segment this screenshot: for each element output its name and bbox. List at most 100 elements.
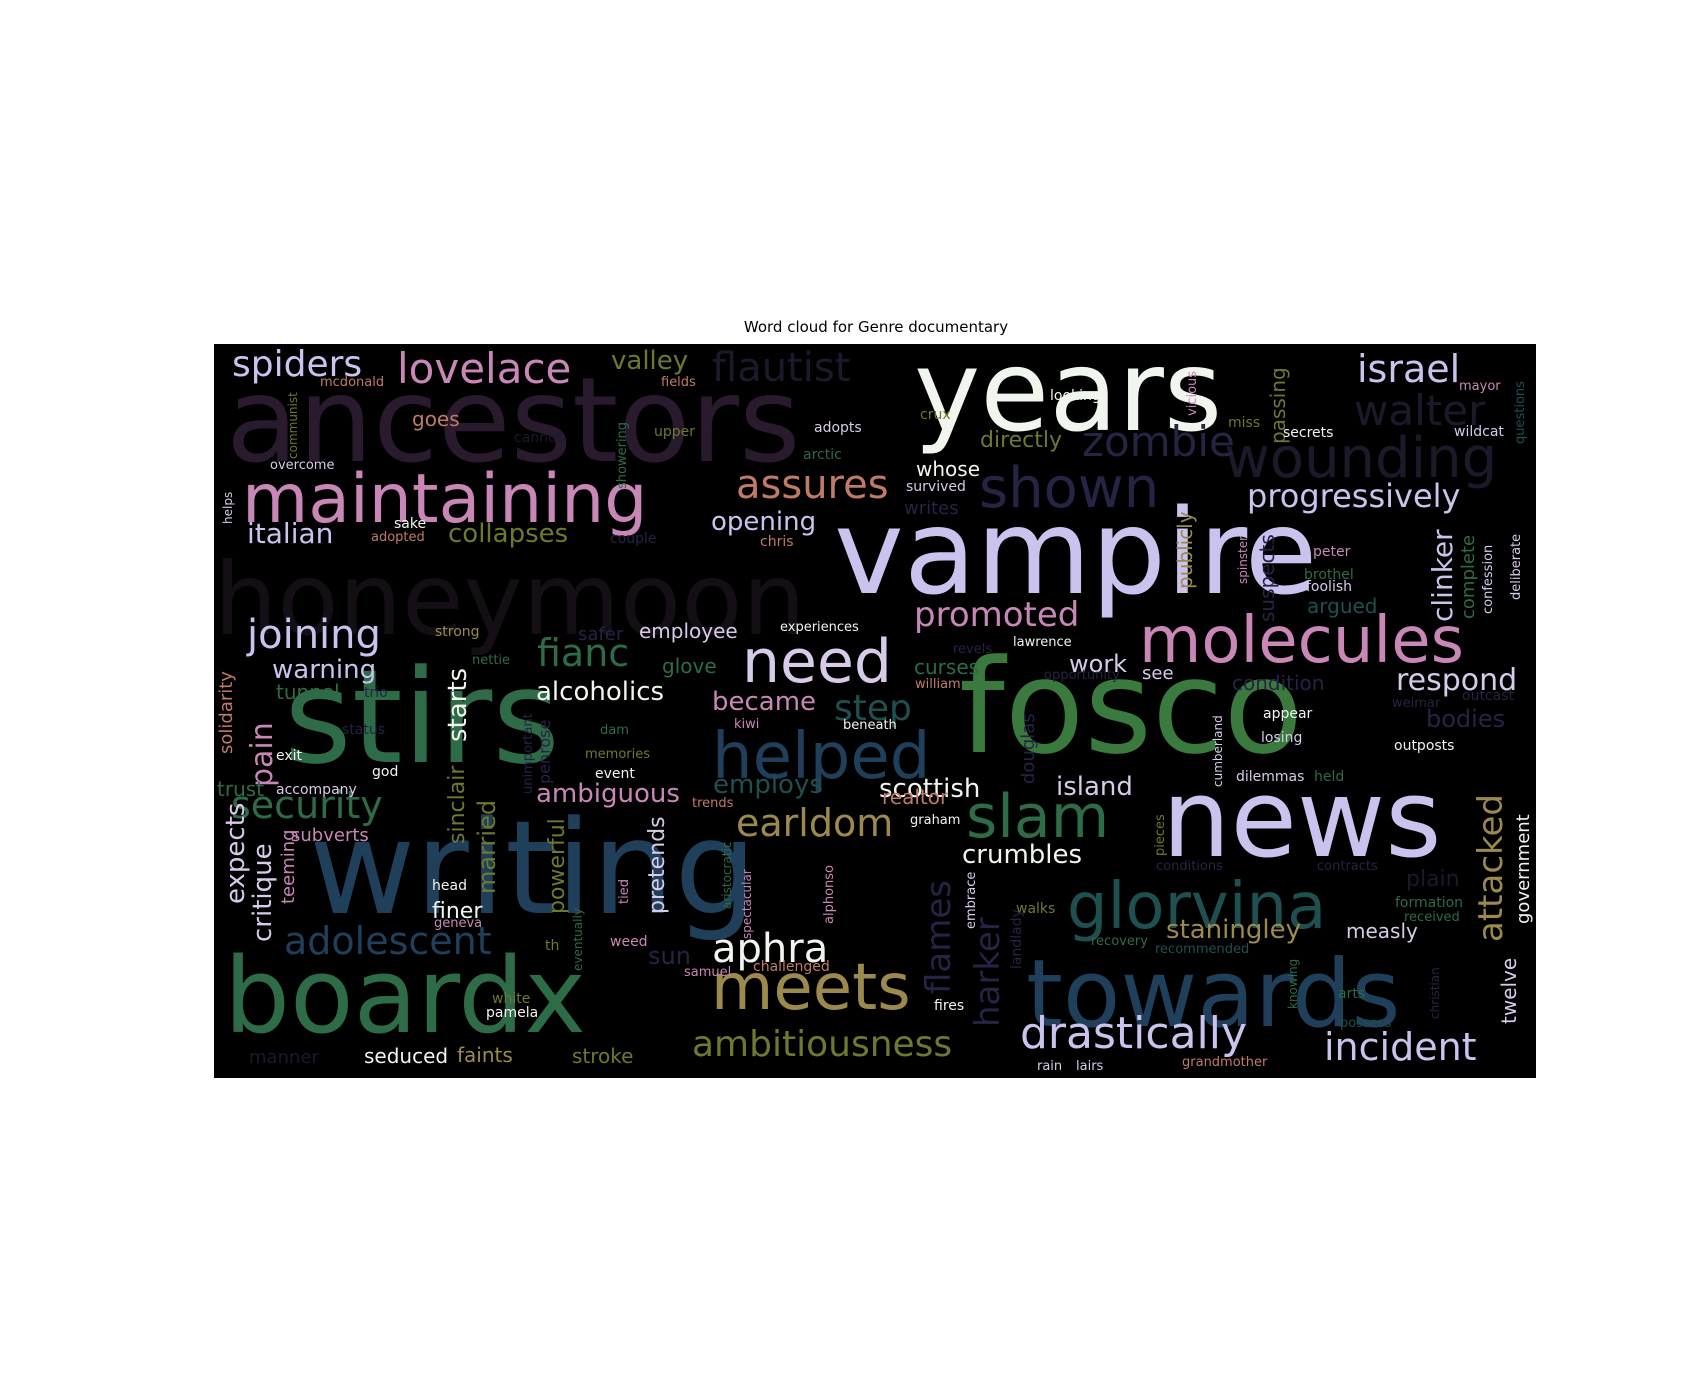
word-formation: formation bbox=[1395, 895, 1463, 911]
word-curses: curses bbox=[914, 655, 979, 679]
word-flautist: flautist bbox=[712, 345, 850, 391]
word-rain: rain bbox=[1037, 1059, 1062, 1074]
word-suspects: suspects bbox=[1255, 534, 1279, 622]
word-possess: possess bbox=[1340, 1016, 1392, 1031]
word-see: see bbox=[1142, 663, 1174, 684]
word-twelve: twelve bbox=[1497, 958, 1521, 1024]
word-plain: plain bbox=[1406, 867, 1460, 892]
word-wildcat: wildcat bbox=[1454, 424, 1504, 440]
word-directly: directly bbox=[980, 428, 1062, 453]
word-aphra: aphra bbox=[712, 926, 828, 972]
word-solidarity: solidarity bbox=[216, 671, 237, 754]
word-contracts: contracts bbox=[1317, 859, 1378, 874]
word-safer: safer bbox=[578, 624, 624, 645]
word-assures: assures bbox=[736, 462, 889, 508]
word-teeming: teeming bbox=[278, 829, 299, 904]
word-collapses: collapses bbox=[448, 519, 568, 549]
word-secrets: secrets bbox=[1283, 425, 1333, 441]
word-communist: communist bbox=[286, 392, 300, 459]
word-status: status bbox=[342, 722, 385, 738]
word-faints: faints bbox=[457, 1043, 513, 1067]
word-walks: walks bbox=[1016, 901, 1055, 917]
word-warning: warning bbox=[272, 655, 376, 685]
word-towards: towards bbox=[1026, 940, 1401, 1049]
word-molecules: molecules bbox=[1139, 604, 1464, 678]
word-argued: argued bbox=[1307, 594, 1378, 618]
word-miss: miss bbox=[1228, 415, 1260, 431]
word-tunnel: tunnel bbox=[276, 680, 340, 704]
word-aristocratic: aristocratic bbox=[720, 842, 734, 909]
word-weed: weed bbox=[610, 934, 648, 950]
word-received: received bbox=[1404, 910, 1460, 925]
word-overcome: overcome bbox=[270, 458, 334, 473]
word-lairs: lairs bbox=[1076, 1059, 1104, 1074]
word-grandmother: grandmother bbox=[1182, 1055, 1268, 1070]
word-wounding: wounding bbox=[1224, 426, 1497, 491]
word-challenged: challenged bbox=[753, 959, 830, 975]
word-helped: helped bbox=[712, 720, 930, 794]
word-peter: peter bbox=[1313, 544, 1351, 560]
word-alphonso: alphonso bbox=[822, 865, 837, 924]
word-complete: complete bbox=[1458, 535, 1479, 619]
word-adopts: adopts bbox=[814, 420, 862, 436]
word-tied: tied bbox=[617, 879, 632, 904]
word-fosco: fosco bbox=[959, 631, 1303, 783]
word-arts: arts bbox=[1338, 986, 1365, 1002]
word-nettie: nettie bbox=[472, 653, 510, 668]
word-spectacular: spectacular bbox=[740, 869, 754, 939]
word-earldom: earldom bbox=[736, 801, 893, 845]
word-th: th bbox=[545, 938, 559, 954]
word-christian: christian bbox=[1428, 967, 1442, 1019]
word-recovery: recovery bbox=[1091, 934, 1148, 949]
word-realtor: realtor bbox=[882, 785, 949, 809]
word-zombie: zombie bbox=[1082, 417, 1235, 466]
word-samuel: samuel bbox=[684, 965, 731, 980]
word-step: step bbox=[834, 688, 912, 729]
word-glorvina: glorvina bbox=[1067, 870, 1326, 944]
word-douglas: douglas bbox=[1018, 713, 1039, 784]
word-walter: walter bbox=[1354, 386, 1486, 435]
word-passing: passing bbox=[1266, 367, 1290, 444]
word-chris: chris bbox=[760, 534, 794, 550]
word-work: work bbox=[1069, 650, 1127, 678]
word-arctic: arctic bbox=[803, 447, 842, 463]
word-condition: condition bbox=[1232, 671, 1324, 695]
word-trio: trio bbox=[364, 685, 388, 701]
word-glove: glove bbox=[662, 654, 717, 678]
word-shown: shown bbox=[979, 456, 1159, 521]
word-subverts: subverts bbox=[291, 825, 369, 846]
word-experiences: experiences bbox=[780, 620, 859, 635]
word-white: white bbox=[492, 991, 530, 1007]
word-fields: fields bbox=[661, 375, 696, 390]
word-adolescent: adolescent bbox=[284, 919, 492, 963]
word-adopted: adopted bbox=[371, 530, 425, 545]
word-penrose: penrose bbox=[535, 720, 554, 784]
word-sinclair: sinclair bbox=[445, 765, 470, 844]
word-flames: flames bbox=[919, 880, 959, 994]
word-memories: memories bbox=[585, 747, 650, 762]
word-crux: crux bbox=[920, 407, 951, 423]
word-manner: manner bbox=[249, 1047, 319, 1068]
word-honeymoon: honeymoon bbox=[214, 541, 806, 658]
word-maintaining: maintaining bbox=[242, 460, 647, 539]
word-employs: employs bbox=[713, 770, 823, 800]
word-appear: appear bbox=[1263, 706, 1313, 722]
word-god: god bbox=[372, 764, 398, 780]
word-couple: couple bbox=[610, 531, 657, 547]
word-outposts: outposts bbox=[1394, 738, 1454, 754]
word-publicly: publicly bbox=[1173, 511, 1197, 589]
word-survived: survived bbox=[906, 479, 966, 495]
word-knowing: knowing bbox=[1286, 959, 1300, 1009]
word-starts: starts bbox=[443, 668, 473, 742]
word-trends: trends bbox=[692, 796, 734, 811]
word-graham: graham bbox=[910, 813, 960, 828]
word-finer: finer bbox=[432, 899, 483, 924]
word-exit: exit bbox=[276, 748, 303, 764]
word-brothel: brothel bbox=[1304, 567, 1354, 583]
word-ambitiousness: ambitiousness bbox=[692, 1024, 952, 1065]
word-news: news bbox=[1162, 757, 1442, 882]
word-outcast: outcast bbox=[1462, 688, 1514, 704]
word-geneva: geneva bbox=[434, 916, 482, 931]
word-dam: dam bbox=[600, 723, 629, 738]
word-harker: harker bbox=[968, 917, 1008, 1027]
